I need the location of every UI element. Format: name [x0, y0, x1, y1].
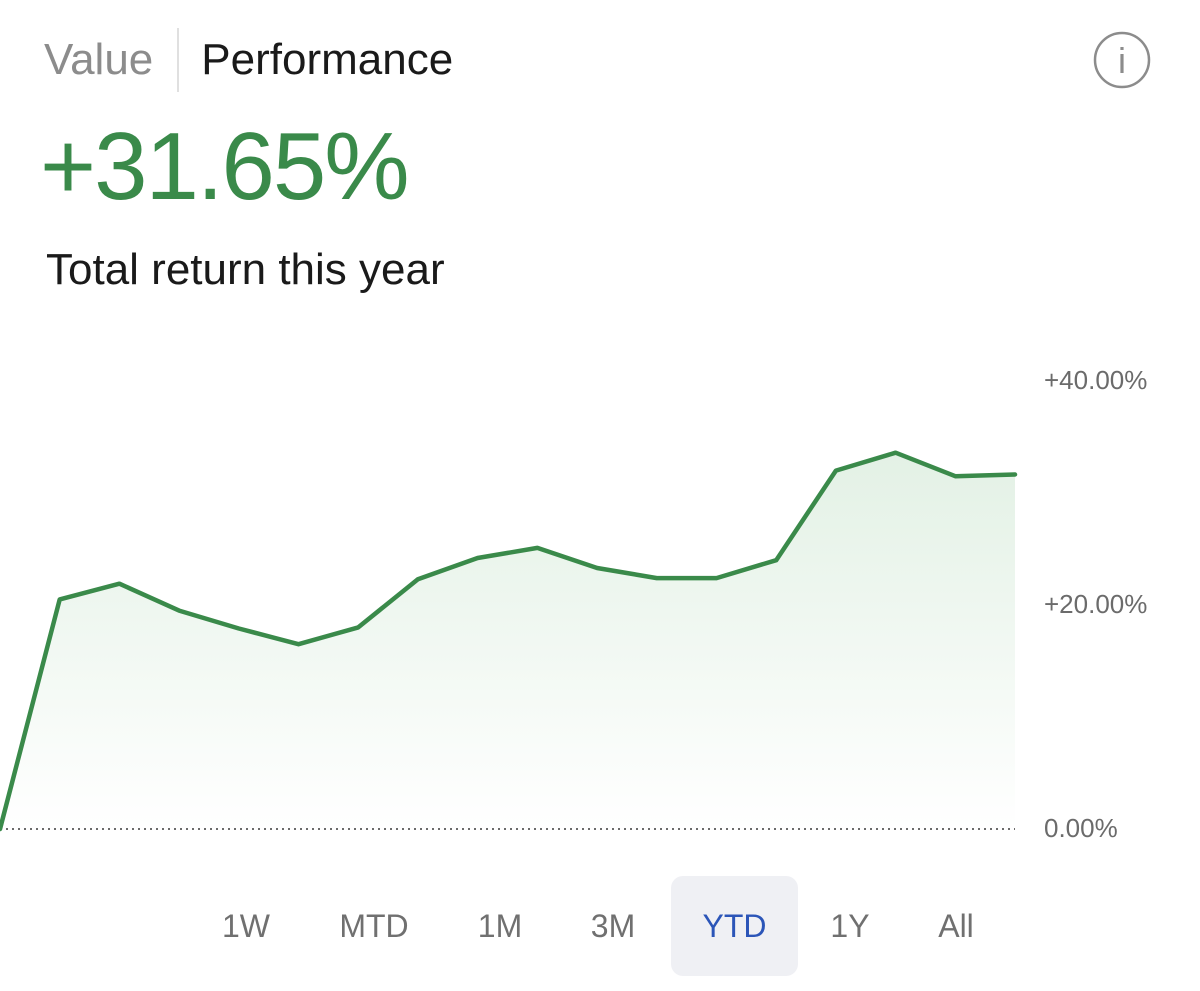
info-glyph: i	[1118, 40, 1126, 81]
range-ytd-button[interactable]: YTD	[671, 876, 798, 976]
range-1w-button[interactable]: 1W	[222, 907, 270, 944]
view-tabs: Value Performance	[44, 28, 453, 92]
range-1m-button[interactable]: 1M	[477, 907, 523, 944]
range-mtd-button[interactable]: MTD	[339, 907, 409, 944]
y-tick-label-0: +40.00%	[1044, 365, 1148, 395]
tab-divider	[177, 28, 180, 92]
y-tick-label-2: 0.00%	[1044, 813, 1118, 843]
performance-chart	[0, 450, 1018, 832]
series-line	[0, 450, 1018, 832]
range-1y-button[interactable]: 1Y	[830, 907, 870, 944]
tab-performance[interactable]: Performance	[201, 35, 454, 84]
range-all-button[interactable]: All	[938, 907, 974, 944]
info-icon[interactable]: i	[1093, 31, 1151, 89]
range-3m-button[interactable]: 3M	[590, 907, 636, 944]
time-range-selector: 1W MTD 1M 3M YTD 1Y All	[0, 876, 1200, 976]
total-return-value: +31.65%	[40, 113, 410, 220]
tab-value[interactable]: Value	[44, 35, 154, 84]
series-area	[0, 452, 1015, 829]
y-tick-label-1: +20.00%	[1044, 589, 1148, 619]
total-return-label: Total return this year	[46, 245, 445, 294]
